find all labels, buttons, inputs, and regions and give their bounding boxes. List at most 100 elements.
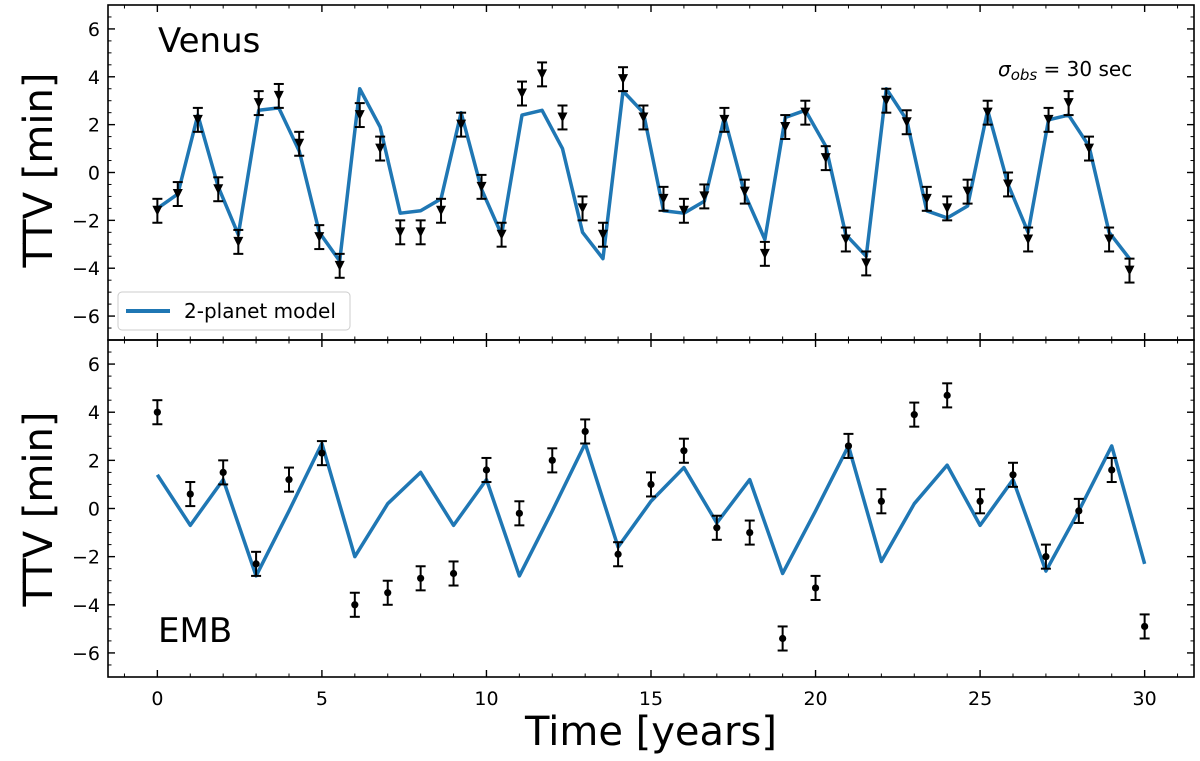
obs-marker-triangle <box>354 110 365 121</box>
obs-marker-triangle <box>476 181 487 192</box>
venus-obs-point <box>1023 226 1034 253</box>
y-tick-label: 0 <box>88 163 100 185</box>
emb-obs-point <box>678 437 689 464</box>
venus-obs-point <box>1063 90 1074 117</box>
obs-marker-triangle <box>395 227 406 238</box>
emb-obs-point <box>1008 461 1018 488</box>
obs-marker-triangle <box>172 189 183 200</box>
obs-marker-triangle <box>1043 114 1054 125</box>
obs-marker-circle <box>1042 553 1050 561</box>
x-axis-label: Time [years] <box>524 709 777 755</box>
obs-marker-triangle <box>638 112 649 123</box>
venus-obs-point <box>739 178 750 205</box>
venus-obs-point <box>253 90 264 117</box>
venus-obs-point <box>516 80 527 107</box>
obs-marker-circle <box>186 490 194 498</box>
sigma-obs-annotation: σobs = 30 sec <box>998 57 1132 84</box>
obs-marker-triangle <box>415 227 426 238</box>
emb-obs-point <box>843 432 854 459</box>
obs-marker-triangle <box>314 232 325 243</box>
venus-obs-point <box>780 114 791 140</box>
venus-obs-point <box>1003 171 1014 198</box>
obs-marker-triangle <box>375 143 386 154</box>
y-tick-label: 2 <box>88 450 100 472</box>
venus-obs-point <box>597 221 608 248</box>
venus-obs-point <box>314 224 325 251</box>
venus-obs-point <box>273 82 284 109</box>
venus-obs-point <box>840 226 851 253</box>
venus-obs-point <box>881 87 892 114</box>
obs-marker-circle <box>153 408 161 416</box>
venus-panel: −6 −4 −2 0 2 4 6 Venus σobs = 30 sec 2-planet … <box>16 4 1194 341</box>
obs-marker-circle <box>680 447 688 455</box>
obs-marker-triangle <box>840 234 851 245</box>
emb-obs-point <box>547 447 558 474</box>
emb-obs-point <box>777 625 788 652</box>
obs-marker-circle <box>746 528 754 537</box>
y-tick-label: 6 <box>88 19 100 41</box>
emb-obs-point <box>382 579 393 606</box>
emb-obs-point <box>711 514 722 541</box>
x-tick-label: 0 <box>151 688 163 710</box>
y-tick-label: −4 <box>72 595 100 617</box>
venus-obs-point <box>557 104 568 131</box>
obs-marker-triangle <box>334 260 345 271</box>
emb-obs-point <box>975 488 986 515</box>
obs-marker-triangle <box>273 90 284 101</box>
obs-marker-circle <box>877 497 885 505</box>
obs-marker-triangle <box>881 95 892 106</box>
emb-obs-point <box>185 481 196 508</box>
emb-obs-point <box>1073 497 1084 524</box>
legend-box <box>117 291 351 331</box>
y-tick-label: 6 <box>88 354 100 376</box>
obs-marker-circle <box>515 509 523 517</box>
obs-marker-circle <box>943 391 951 399</box>
obs-marker-triangle <box>759 248 770 259</box>
legend-label: 2-planet model <box>184 299 336 323</box>
obs-marker-triangle <box>152 205 163 216</box>
obs-marker-triangle <box>1084 143 1095 154</box>
obs-marker-circle <box>1141 622 1149 631</box>
obs-marker-triangle <box>213 184 224 195</box>
emb-model-line <box>155 441 1147 578</box>
venus-obs-point <box>942 195 953 222</box>
venus-obs-point <box>577 195 588 222</box>
obs-marker-circle <box>910 411 918 419</box>
y-tick-label: 4 <box>88 402 100 424</box>
y-tick-label: 4 <box>88 67 100 89</box>
emb-obs-point <box>481 456 492 484</box>
emb-obs-point <box>218 459 229 486</box>
obs-marker-triangle <box>516 88 527 99</box>
emb-obs-point <box>909 401 920 428</box>
obs-marker-triangle <box>294 138 305 149</box>
emb-obs-point <box>942 382 953 409</box>
emb-obs-point <box>316 440 327 467</box>
emb-ylabel: TTV [min] <box>16 412 62 608</box>
emb-obs-point <box>251 550 262 577</box>
venus-obs-point <box>537 61 548 88</box>
x-tick-label: 15 <box>639 688 663 710</box>
obs-marker-triangle <box>800 107 811 118</box>
obs-marker-circle <box>384 589 392 597</box>
obs-marker-circle <box>548 456 556 464</box>
y-tick-label: −6 <box>72 643 100 665</box>
obs-marker-triangle <box>1124 265 1135 276</box>
obs-marker-triangle <box>962 186 973 197</box>
obs-marker-circle <box>285 476 293 484</box>
venus-obs-point <box>415 219 426 246</box>
venus-axes-frame <box>107 4 1195 341</box>
obs-marker-triangle <box>456 119 467 130</box>
venus-obs-point <box>334 252 345 279</box>
venus-obs-point <box>1084 135 1095 162</box>
emb-obs-point <box>152 399 163 426</box>
obs-marker-triangle <box>618 74 629 85</box>
venus-obs-point <box>678 197 689 224</box>
obs-marker-triangle <box>233 236 244 247</box>
venus-obs-point <box>1104 226 1115 253</box>
emb-obs-point <box>514 500 525 527</box>
obs-marker-triangle <box>719 114 730 125</box>
obs-marker-circle <box>318 449 326 457</box>
obs-marker-triangle <box>982 107 993 118</box>
x-tick-label: 5 <box>316 688 328 710</box>
